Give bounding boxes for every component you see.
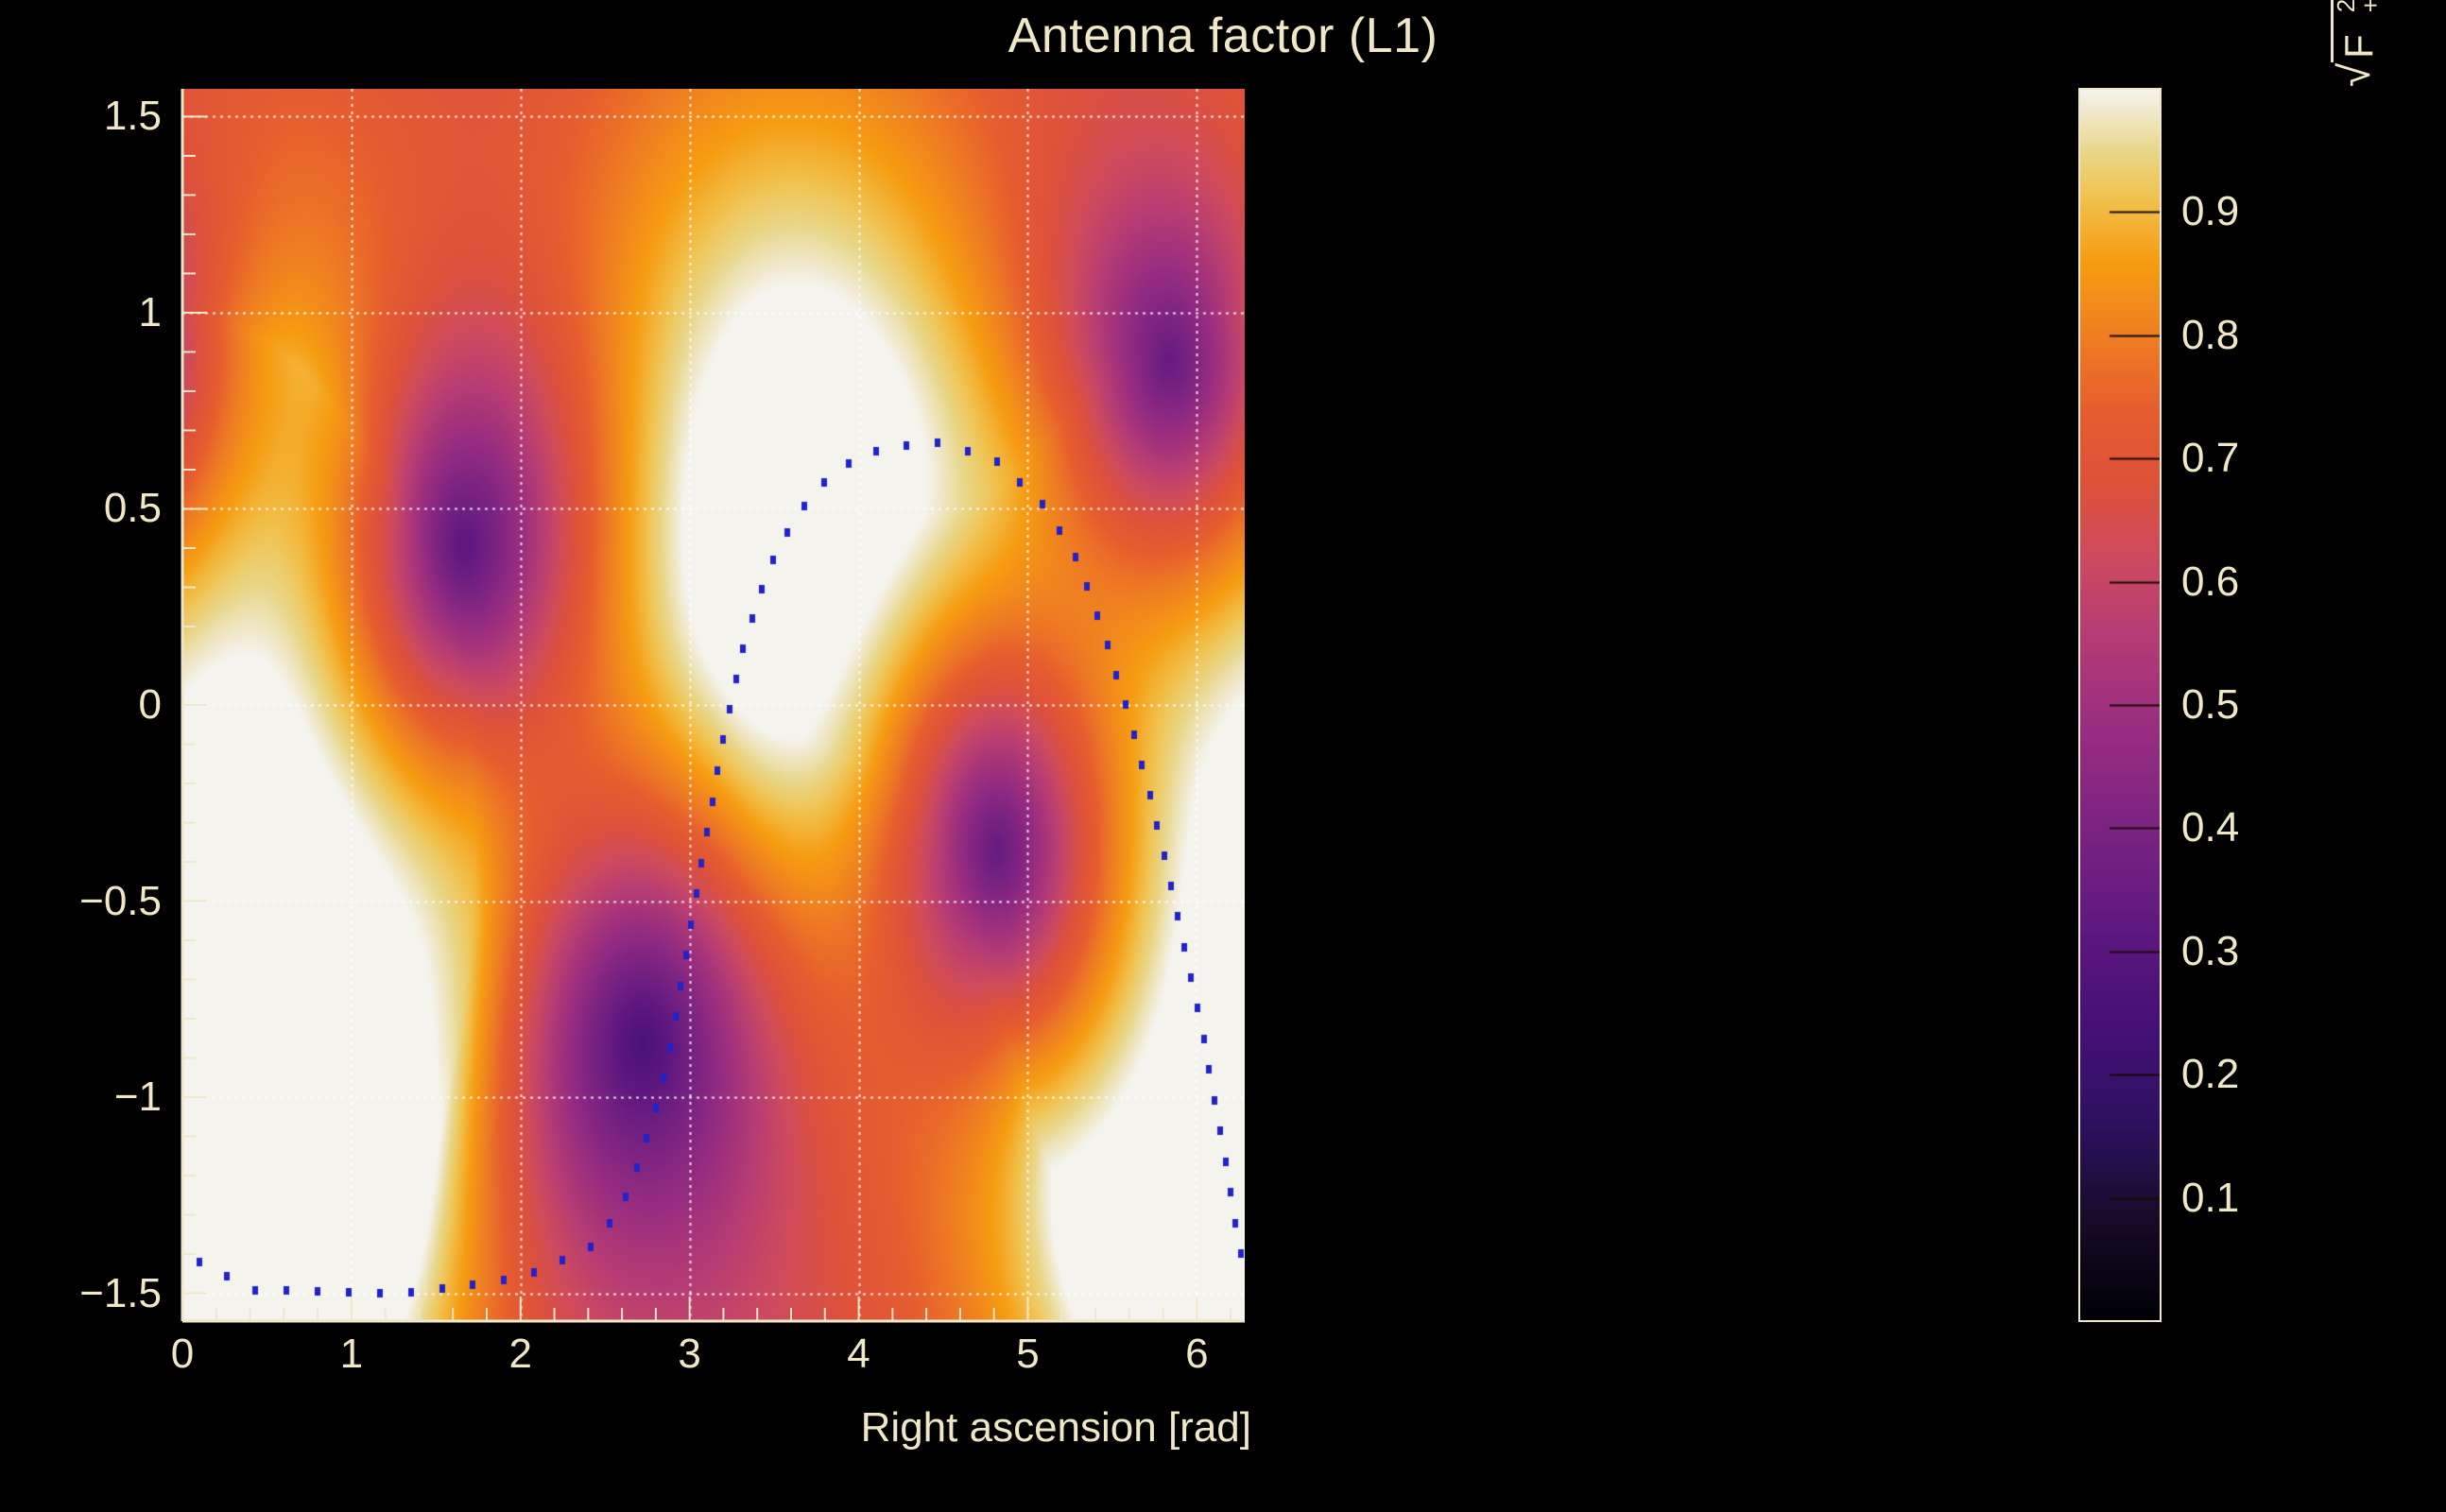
x-tick-label: 2	[508, 1331, 533, 1377]
f-plus-squared: F +2	[2332, 0, 2385, 59]
chart-title: Antenna factor (L1)	[1008, 9, 1438, 63]
x-tick-label: 6	[1185, 1331, 1209, 1377]
z-tick-label: 0.6	[2181, 558, 2240, 605]
z-tick-label: 0.4	[2181, 804, 2240, 851]
y-tick-label: −1	[113, 1074, 162, 1121]
galactic-plane-curve	[182, 89, 1245, 1321]
y-tick-label: −0.5	[79, 877, 162, 924]
z-tick-label: 0.2	[2181, 1051, 2240, 1098]
y-tick-label: 1.5	[103, 93, 162, 140]
radicand: F+2 + Fx2	[2331, 0, 2385, 62]
y-tick-label: 1	[138, 288, 162, 335]
x-tick-label: 5	[1016, 1331, 1040, 1377]
x-tick-label: 0	[170, 1331, 195, 1377]
y-tick-label: 0.5	[103, 485, 162, 532]
z-axis-title: √ F+2 + Fx2	[2330, 0, 2387, 87]
z-tick-label: 0.1	[2181, 1174, 2240, 1221]
x-axis-title: Right ascension [rad]	[860, 1404, 1251, 1451]
z-tick-label: 0.5	[2181, 681, 2240, 728]
sqrt-expression: √ F+2 + Fx2	[2330, 0, 2385, 87]
z-tick-label: 0.3	[2181, 927, 2240, 974]
z-tick-label: 0.8	[2181, 311, 2240, 358]
f-plus-superscript: 2	[2332, 0, 2361, 13]
x-tick-label: 1	[339, 1331, 364, 1377]
z-tick-label: 0.7	[2181, 435, 2240, 482]
y-tick-label: −1.5	[79, 1269, 162, 1316]
color-scale-gradient	[2079, 89, 2161, 1321]
x-tick-label: 3	[678, 1331, 701, 1377]
color-scale-bar	[2079, 89, 2161, 1321]
x-tick-label: 4	[847, 1331, 870, 1377]
z-tick-label: 0.9	[2181, 188, 2240, 235]
radical-sign: √	[2330, 62, 2379, 87]
y-tick-label: 0	[138, 681, 162, 728]
plot-area	[182, 89, 1245, 1321]
f-plus-base: F	[2336, 34, 2381, 59]
